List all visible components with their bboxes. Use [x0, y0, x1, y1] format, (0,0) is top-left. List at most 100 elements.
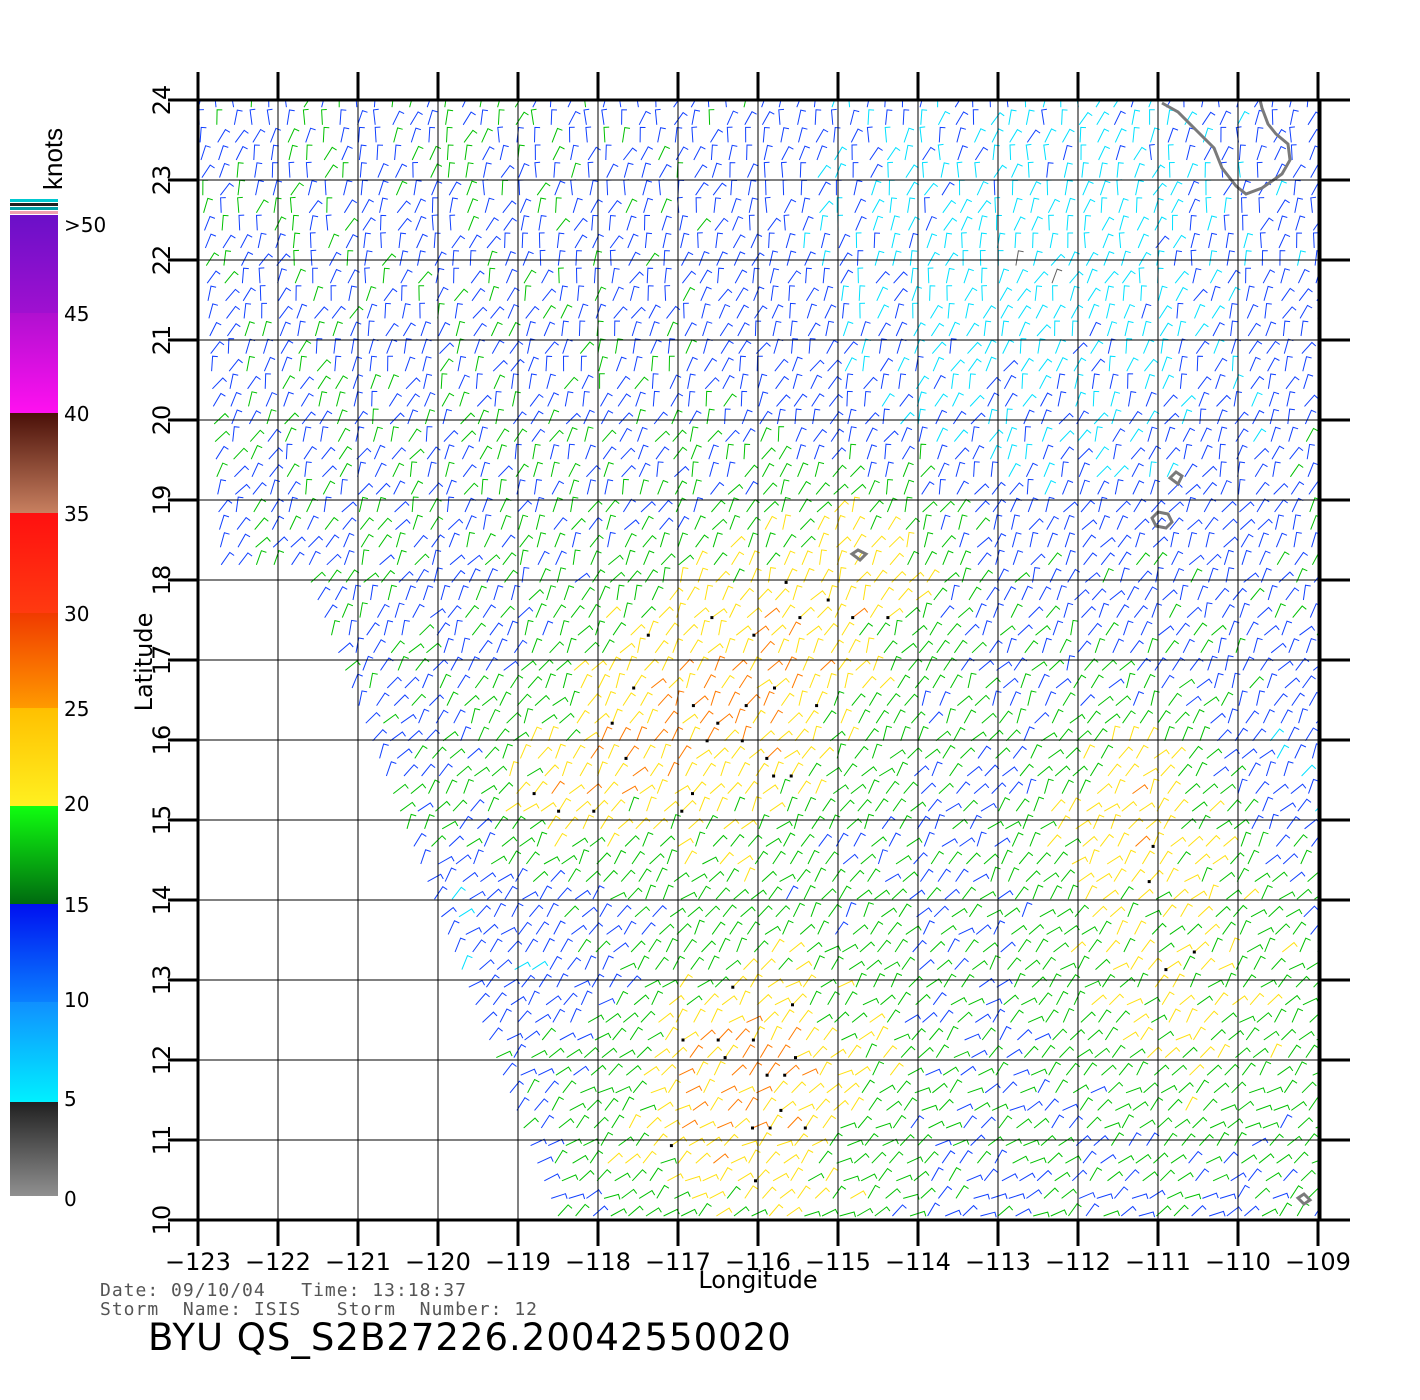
wind-barb [1259, 1060, 1272, 1076]
wind-barb [369, 355, 377, 372]
wind-barb [659, 923, 675, 935]
wind-barb [1332, 234, 1343, 248]
wind-barb [1108, 993, 1124, 1006]
wind-barb [1265, 854, 1282, 865]
wind-barb [886, 1009, 901, 1023]
wind-barb [461, 955, 473, 970]
wind-barb [403, 764, 419, 777]
wind-barb [1134, 518, 1150, 530]
wind-barb [975, 924, 992, 935]
wind-barb [1058, 1136, 1075, 1147]
wind-barb [1133, 498, 1147, 513]
wind-barb [1254, 447, 1270, 460]
wind-barb [1055, 1079, 1069, 1094]
wind-barb [726, 868, 740, 882]
wind-barb [784, 656, 797, 671]
wind-barb [1049, 973, 1062, 988]
wind-barb [642, 831, 654, 847]
wind-barb [956, 781, 971, 794]
wind-barb [587, 161, 594, 178]
lon-tick-label: −122 [245, 1248, 311, 1276]
wind-barb [516, 1097, 530, 1111]
wind-barb [618, 726, 632, 742]
wind-barb [330, 285, 337, 301]
wind-barb [257, 232, 267, 249]
wind-barb [430, 163, 443, 178]
wind-barb [538, 659, 554, 671]
wind-barb [1059, 638, 1072, 654]
wind-barb [986, 586, 1000, 601]
wind-barb [1273, 1104, 1291, 1111]
wind-barb [414, 745, 428, 759]
wind-barb [621, 785, 639, 795]
wind-barb [1274, 603, 1286, 618]
wind-barb [658, 606, 674, 618]
wind-barb [1242, 656, 1255, 671]
wind-barb [654, 640, 669, 654]
wind-barb [877, 304, 890, 319]
wind-barb [996, 232, 1006, 249]
wind-barb [639, 784, 656, 795]
wind-barb [487, 796, 500, 812]
wind-barb [553, 517, 568, 530]
wind-barb [597, 1086, 615, 1094]
wind-barb [373, 426, 383, 442]
wind-barb [1183, 443, 1193, 460]
wind-barb [1289, 100, 1292, 108]
wind-barb [1061, 779, 1074, 794]
wind-barb [823, 622, 839, 636]
wind-barb [808, 338, 816, 354]
wind-barb [691, 461, 699, 477]
wind-barb [1109, 906, 1126, 918]
wind-barb [358, 482, 374, 495]
wind-barb [475, 992, 490, 1006]
wind-barb [1281, 287, 1295, 302]
wind-barb [680, 232, 690, 249]
wind-barb [379, 743, 389, 759]
wind-barb [1313, 574, 1320, 583]
wind-barb [590, 550, 602, 565]
wind-barb [231, 409, 243, 425]
wind-barb [1298, 708, 1309, 724]
wind-barb [725, 959, 742, 970]
wind-barb [679, 658, 695, 671]
wind-barb [879, 338, 887, 354]
wind-barb [1033, 796, 1045, 812]
wind-barb [746, 144, 753, 161]
wind-barb [535, 603, 547, 618]
wind-barb [351, 673, 363, 689]
wind-barb [645, 252, 660, 266]
wind-barb [1119, 215, 1129, 231]
wind-barb [502, 200, 517, 214]
wind-barb [1327, 128, 1336, 142]
wind-barb [432, 746, 447, 759]
wind-barb [1166, 462, 1179, 478]
wind-barb [820, 568, 834, 583]
wind-barb [996, 214, 1002, 231]
wind-barb [965, 939, 979, 953]
wind-barb [596, 1168, 612, 1182]
wind-barb [391, 100, 394, 108]
wind-barb [396, 200, 411, 214]
wind-barb [624, 533, 637, 548]
wind-barb [1031, 661, 1048, 671]
wind-barb [1185, 695, 1202, 706]
wind-barb [1248, 762, 1261, 777]
wind-barb [981, 712, 997, 724]
wind-barb [389, 412, 405, 425]
wind-barb [718, 937, 731, 953]
wind-barb [933, 587, 948, 601]
wind-barb [544, 764, 560, 777]
wind-barb [1353, 941, 1367, 952]
wind-barb [300, 376, 315, 390]
wind-barb [608, 656, 622, 671]
lon-tick-label: −123 [165, 1248, 231, 1276]
wind-barb [1216, 820, 1233, 830]
wind-barb [1122, 710, 1136, 724]
wind-barb [864, 1132, 879, 1146]
wind-barb [935, 1139, 952, 1147]
wind-barb [858, 709, 871, 724]
wind-barb [837, 214, 844, 231]
wind-barb [799, 606, 815, 618]
wind-barb [729, 514, 741, 530]
